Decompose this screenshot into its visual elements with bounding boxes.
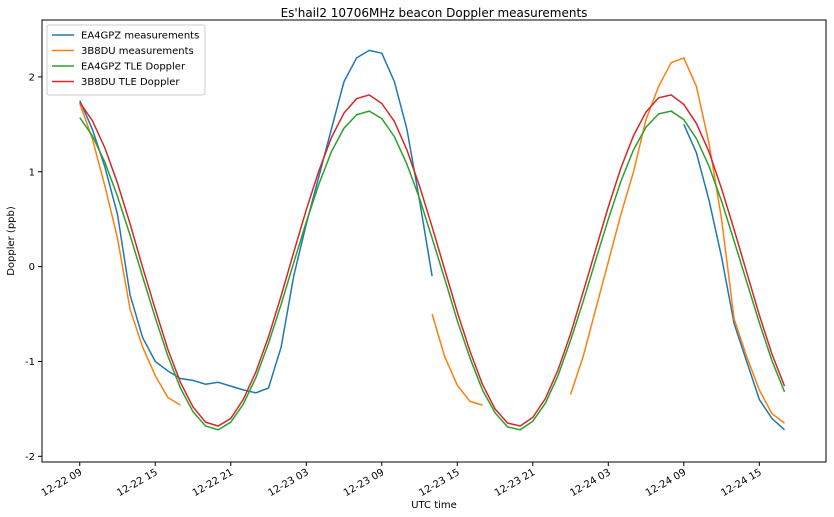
y-axis-label: Doppler (ppb) <box>6 206 17 276</box>
y-tick-label: 0 <box>29 262 35 273</box>
legend-label: 3B8DU TLE Doppler <box>81 77 180 88</box>
chart-title: Es'hail2 10706MHz beacon Doppler measure… <box>281 6 588 20</box>
x-tick-label: 12-24 03 <box>568 467 612 499</box>
x-tick-label: 12-22 15 <box>115 467 159 499</box>
x-tick-label: 12-23 03 <box>266 467 310 499</box>
x-tick-label: 12-24 09 <box>644 467 688 499</box>
data-line <box>569 56 785 424</box>
y-tick-label: 2 <box>29 72 35 83</box>
y-tick-label: -2 <box>25 452 35 463</box>
legend-label: 3B8DU measurements <box>81 46 194 57</box>
legend-box <box>46 24 206 96</box>
x-tick-label: 12-22 09 <box>40 467 84 499</box>
y-tick-label: -1 <box>25 357 35 368</box>
data-line <box>79 49 433 394</box>
x-tick-label: 12-23 15 <box>417 467 461 499</box>
y-tick-label: 1 <box>29 167 35 178</box>
legend-label: EA4GPZ TLE Doppler <box>81 62 186 73</box>
data-line <box>79 94 786 427</box>
plot-area <box>79 49 786 431</box>
x-tick-label: 12-22 21 <box>191 467 235 499</box>
x-tick-label: 12-23 09 <box>342 467 386 499</box>
x-axis-label: UTC time <box>411 500 457 511</box>
data-line <box>683 123 786 431</box>
legend: EA4GPZ measurements 3B8DU measurements EA4… <box>46 24 206 96</box>
data-line <box>79 103 181 406</box>
data-line <box>431 313 483 406</box>
x-tick-label: 12-23 21 <box>493 467 537 499</box>
data-line <box>79 110 786 431</box>
legend-label: EA4GPZ measurements <box>81 31 199 42</box>
x-tick-label: 12-24 15 <box>719 467 763 499</box>
plot-frame <box>41 19 827 463</box>
